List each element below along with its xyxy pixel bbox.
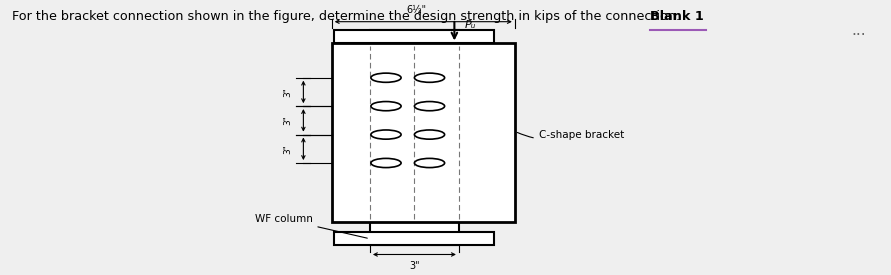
Circle shape bbox=[414, 158, 445, 167]
Circle shape bbox=[414, 101, 445, 111]
Circle shape bbox=[414, 73, 445, 82]
Text: 6½": 6½" bbox=[406, 5, 426, 15]
Circle shape bbox=[371, 130, 401, 139]
Text: 3": 3" bbox=[283, 144, 293, 154]
Text: WF column: WF column bbox=[255, 214, 367, 238]
Text: 3": 3" bbox=[283, 87, 293, 97]
Text: Pᵤ: Pᵤ bbox=[465, 20, 477, 30]
Bar bbox=[331, 43, 515, 222]
Bar bbox=[334, 232, 495, 245]
Circle shape bbox=[371, 101, 401, 111]
Circle shape bbox=[414, 130, 445, 139]
Text: C-shape bracket: C-shape bracket bbox=[518, 130, 624, 140]
Text: 3": 3" bbox=[409, 261, 420, 271]
Bar bbox=[370, 30, 459, 245]
Circle shape bbox=[371, 73, 401, 82]
Text: For the bracket connection shown in the figure, determine the design strength in: For the bracket connection shown in the … bbox=[12, 10, 684, 23]
Circle shape bbox=[371, 158, 401, 167]
Text: Blank 1: Blank 1 bbox=[650, 10, 704, 23]
Bar bbox=[334, 30, 495, 43]
Text: ...: ... bbox=[851, 23, 866, 38]
Text: 3": 3" bbox=[283, 116, 293, 125]
